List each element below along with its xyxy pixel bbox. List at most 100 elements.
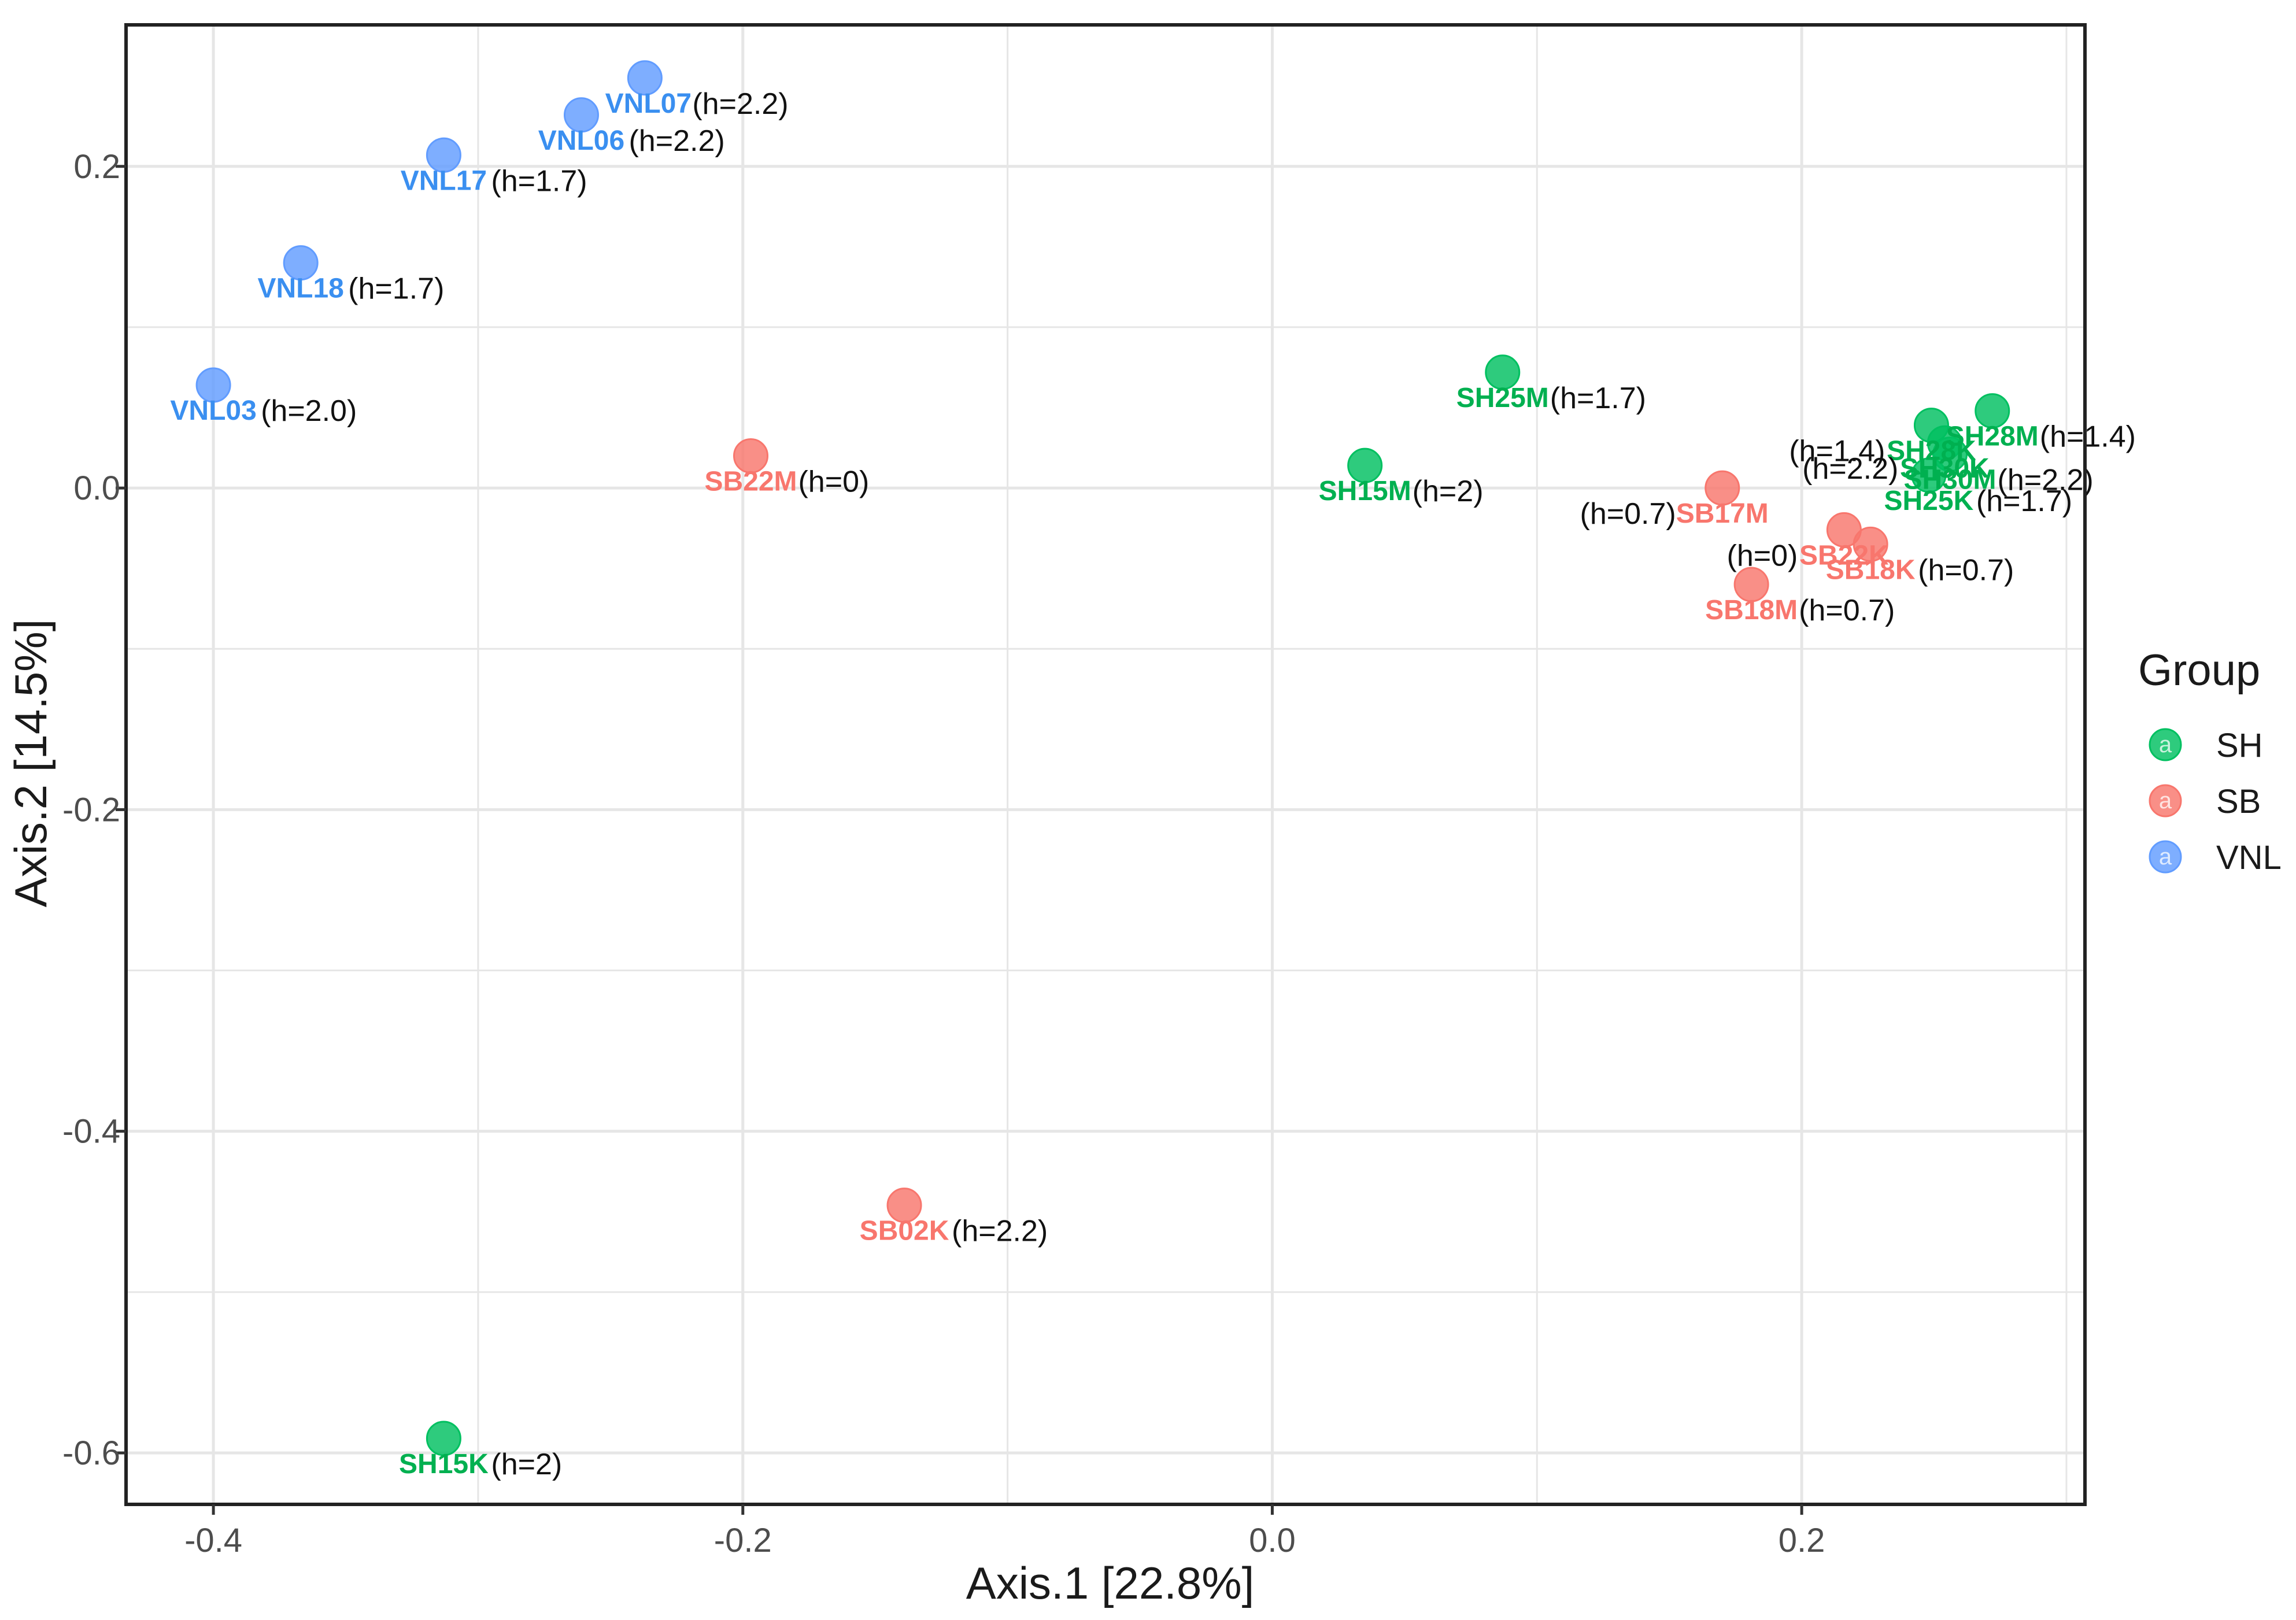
point-h-value: (h=1.7) <box>1976 484 2072 518</box>
point-h-value: (h=2.2) <box>1802 452 1898 486</box>
point-name: SB02K <box>860 1216 949 1247</box>
point-name: SH15K <box>399 1449 489 1480</box>
point-label-sh15m: SH15M (h=2) <box>1319 475 1484 508</box>
point-label-sb18k: SB18K (h=0.7) <box>1826 553 2014 587</box>
point-label-sh25k: SH25K (h=1.7) <box>1884 484 2073 518</box>
point-name: SH25M <box>1456 383 1549 413</box>
point-label-sh28k: SH28K(h=1.4) <box>1789 435 1976 468</box>
point-label-vnl18: VNL18 (h=1.7) <box>257 272 444 306</box>
point-name: SB18K <box>1826 554 1916 585</box>
data-point-sh15k <box>426 1421 461 1456</box>
legend-key-glyph: a <box>2159 788 2172 813</box>
legend-title: Group <box>2138 646 2260 695</box>
x-tick-label: 0.2 <box>1779 1522 1825 1559</box>
x-tick-label: 0.0 <box>1249 1522 1296 1559</box>
x-tick-label: -0.4 <box>184 1522 242 1559</box>
y-tick-label: -0.6 <box>62 1434 120 1472</box>
legend: Group a SH a SB a VNL <box>2138 646 2282 876</box>
point-name: VNL17 <box>401 165 487 196</box>
point-name: SH30M <box>1903 465 1996 495</box>
point-name: VNL03 <box>170 395 256 426</box>
point-label-vnl06: VNL06 (h=2.2) <box>538 124 725 158</box>
y-tick-label: 0.2 <box>73 148 120 186</box>
point-h-value: (h=2.0) <box>261 394 357 428</box>
point-label-sh25m: SH25M (h=1.7) <box>1456 382 1646 415</box>
data-point-vnl03 <box>195 367 231 403</box>
point-h-value: (h=0) <box>1727 539 1798 572</box>
data-point-sh25m <box>1485 354 1521 390</box>
point-h-value: (h=1.7) <box>348 272 444 306</box>
legend-key-circle <box>2149 784 2182 818</box>
legend-key-glyph: a <box>2159 732 2172 757</box>
point-name: VNL06 <box>538 125 624 156</box>
point-name: VNL07 <box>605 88 692 119</box>
data-point-vnl07 <box>627 60 663 96</box>
point-h-value: (h=0) <box>798 465 869 498</box>
point-label-vnl07: VNL07 (h=2.2) <box>605 87 789 121</box>
data-point-sb18m <box>1733 567 1769 602</box>
point-h-value: (h=0.7) <box>1580 497 1676 531</box>
point-h-value: (h=2.2) <box>628 124 724 158</box>
point-label-vnl17: VNL17 (h=1.7) <box>401 164 587 198</box>
point-label-sb18m: SB18M (h=0.7) <box>1705 594 1895 627</box>
point-label-sh30k: SH30K(h=2.2) <box>1802 452 1990 486</box>
data-points <box>195 60 2010 1456</box>
point-h-value: (h=2.2) <box>1998 464 2094 497</box>
data-point-sb17m <box>1705 470 1740 506</box>
point-name: SB22K <box>1799 540 1889 571</box>
data-point-sb02k <box>886 1188 922 1223</box>
point-name: SH25K <box>1884 486 1974 516</box>
point-label-sb17m: SB17M(h=0.7) <box>1580 497 1769 531</box>
point-labels: VNL07 (h=2.2)VNL06 (h=2.2)VNL17 (h=1.7)VNL1… <box>170 87 2136 1481</box>
point-name: SH28M <box>1946 421 2039 452</box>
legend-key-circle <box>2149 728 2182 761</box>
point-h-value: (h=0.7) <box>1799 594 1895 627</box>
y-axis-title: Axis.2 [14.5%] <box>5 619 56 908</box>
data-point-sb18k <box>1853 526 1888 562</box>
legend-key-circle <box>2149 840 2182 874</box>
data-point-vnl18 <box>283 245 319 281</box>
legend-item-sh: a SH <box>2149 727 2263 764</box>
data-point-sb22m <box>733 438 768 474</box>
point-name: SB22M <box>704 466 797 497</box>
point-label-sh30m: SH30M (h=2.2) <box>1903 464 2093 497</box>
legend-key-glyph: a <box>2159 844 2172 870</box>
point-label-sb22m: SB22M (h=0) <box>704 465 869 498</box>
point-h-value: (h=2.2) <box>692 87 788 121</box>
data-point-sh28m <box>1975 393 2010 429</box>
point-h-value: (h=2.2) <box>952 1215 1048 1248</box>
point-h-value: (h=1.4) <box>2040 420 2136 454</box>
y-tick-label: -0.4 <box>62 1113 120 1151</box>
point-h-value: (h=1.4) <box>1789 435 1885 468</box>
legend-item-sb: a SB <box>2149 783 2261 820</box>
point-name: SH28K <box>1887 436 1976 467</box>
point-h-value: (h=0.7) <box>1918 553 2014 587</box>
point-name: SB17M <box>1676 498 1769 529</box>
data-point-sh30m <box>1932 437 1968 472</box>
point-h-value: (h=2) <box>1413 475 1484 508</box>
data-point-sh15m <box>1347 447 1383 483</box>
point-h-value: (h=1.7) <box>1550 382 1646 415</box>
legend-label: SH <box>2216 727 2263 764</box>
point-label-sb02k: SB02K (h=2.2) <box>860 1215 1048 1248</box>
x-axis-title: Axis.1 [22.8%] <box>966 1558 1255 1608</box>
data-point-vnl17 <box>426 137 461 173</box>
y-tick-label: -0.2 <box>62 791 120 829</box>
point-name: SB18M <box>1705 595 1798 626</box>
point-label-vnl03: VNL03 (h=2.0) <box>170 394 357 428</box>
axes: -0.4 -0.2 0.0 0.2 -0.6 -0.4 -0.2 0.0 0.2 <box>62 148 1825 1559</box>
point-name: VNL18 <box>257 273 343 304</box>
point-h-value: (h=1.7) <box>491 164 587 198</box>
y-tick-label: 0.0 <box>73 469 120 507</box>
x-tick-label: -0.2 <box>714 1522 772 1559</box>
plot-panel-border <box>124 23 2087 1506</box>
legend-label: SB <box>2216 783 2261 820</box>
data-point-vnl06 <box>563 97 599 133</box>
point-label-sh28m: SH28M (h=1.4) <box>1946 420 2136 454</box>
legend-label: VNL <box>2216 839 2282 876</box>
point-name: SH15M <box>1319 476 1411 506</box>
point-label-sh15k: SH15K (h=2) <box>399 1448 562 1481</box>
data-point-sh25k <box>1911 457 1947 493</box>
point-label-sb22k: SB22K(h=0) <box>1727 539 1890 572</box>
